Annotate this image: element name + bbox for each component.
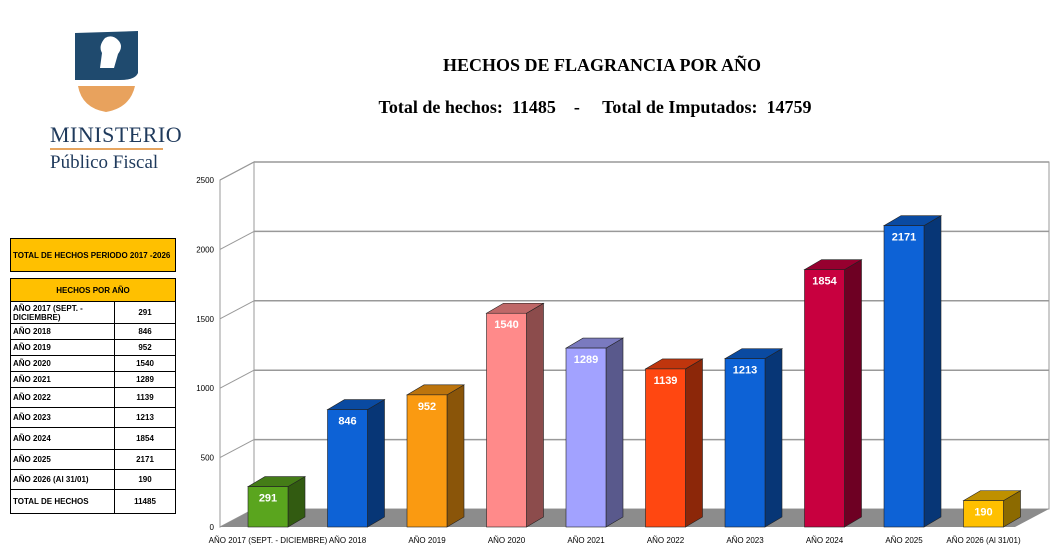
- bar-value-label: 1213: [733, 365, 757, 377]
- logo-line1: MINISTERIO: [50, 122, 183, 147]
- summary-table-subheader: HECHOS POR AÑO: [10, 278, 176, 302]
- y-tick-label: 2000: [196, 245, 214, 254]
- x-tick-label: AÑO 2024: [806, 536, 844, 545]
- table-row: AÑO 2023 1213: [10, 407, 176, 428]
- y-tick-label: 1500: [196, 315, 214, 324]
- bar-side: [923, 215, 942, 528]
- bar-side: [526, 302, 544, 528]
- bar-value-label: 291: [259, 493, 277, 505]
- row-label: AÑO 2025: [10, 449, 115, 470]
- bar: [406, 394, 448, 528]
- table-row: AÑO 2020 1540: [10, 355, 176, 372]
- bar-chart: 0 500 1000 1500 2000 2500 291 AÑO 2017 (SEPT. -…: [196, 161, 1050, 545]
- bar-side: [446, 384, 465, 528]
- bar-value-label: 190: [974, 507, 992, 519]
- summary-table: TOTAL DE HECHOS PERIODO 2017 -2026 HECHO…: [10, 238, 178, 514]
- gridline-side: [219, 439, 255, 459]
- bar: [327, 409, 368, 528]
- table-row: AÑO 2019 952: [10, 339, 176, 356]
- bar-side: [367, 399, 385, 528]
- chart-subtitle: Total de hechos: 11485 - Total de Imputa…: [378, 97, 812, 117]
- row-value: 952: [114, 339, 176, 356]
- x-tick-label: AÑO 2020: [488, 536, 526, 545]
- x-tick-label: AÑO 2018: [329, 536, 367, 545]
- logo-line2: Público Fiscal: [50, 152, 159, 173]
- gridline-side: [219, 300, 255, 320]
- row-label: AÑO 2018: [10, 323, 115, 340]
- bar: [963, 500, 1004, 528]
- row-label: AÑO 2017 (SEPT. - DICIEMBRE): [10, 301, 115, 324]
- bar: [804, 269, 845, 528]
- bar-value-label: 1289: [574, 354, 598, 366]
- total-label: TOTAL DE HECHOS: [10, 489, 115, 514]
- bar: [645, 368, 686, 528]
- ministerio-logo: [75, 31, 138, 112]
- row-value: 1540: [114, 355, 176, 372]
- bar-side: [685, 358, 703, 528]
- summary-table-title: TOTAL DE HECHOS PERIODO 2017 -2026: [10, 238, 176, 272]
- logo-figure-shape: [100, 36, 121, 68]
- total-value: 11485: [114, 489, 176, 514]
- gridline-side: [219, 230, 255, 250]
- bar-side: [605, 337, 624, 528]
- row-value: 1854: [114, 427, 176, 450]
- row-value: 1289: [114, 371, 176, 388]
- table-row: AÑO 2026 (Al 31/01) 190: [10, 469, 176, 490]
- table-row: AÑO 2024 1854: [10, 427, 176, 450]
- bar-side: [764, 348, 783, 528]
- bar-value-label: 952: [418, 401, 436, 413]
- row-value: 1139: [114, 387, 176, 408]
- x-tick-label: AÑO 2022: [647, 536, 685, 545]
- row-label: AÑO 2023: [10, 407, 115, 428]
- logo-base-shape: [78, 86, 135, 112]
- logo-divider: [50, 148, 163, 150]
- gridline-side: [219, 369, 255, 389]
- row-label: AÑO 2026 (Al 31/01): [10, 469, 115, 490]
- y-tick-label: 2500: [196, 176, 214, 185]
- row-value: 1213: [114, 407, 176, 428]
- y-tick-label: 0: [210, 523, 215, 532]
- bar-value-label: 1854: [812, 276, 837, 288]
- bar: [565, 347, 607, 528]
- bar: [883, 225, 925, 528]
- bar-value-label: 1540: [494, 319, 518, 331]
- table-row: AÑO 2021 1289: [10, 371, 176, 388]
- side-wall: [219, 161, 255, 528]
- row-value: 2171: [114, 449, 176, 470]
- x-tick-label: AÑO 2023: [726, 536, 764, 545]
- row-value: 846: [114, 323, 176, 340]
- row-label: AÑO 2022: [10, 387, 115, 408]
- table-row: AÑO 2018 846: [10, 323, 176, 340]
- bar: [486, 312, 527, 528]
- row-label: AÑO 2020: [10, 355, 115, 372]
- table-row: AÑO 2017 (SEPT. - DICIEMBRE) 291: [10, 301, 176, 324]
- x-tick-label: AÑO 2019: [408, 536, 446, 545]
- bar-value-label: 2171: [892, 232, 916, 244]
- x-tick-label: AÑO 2017 (SEPT. - DICIEMBRE): [209, 536, 328, 545]
- x-tick-label: AÑO 2025: [885, 536, 923, 545]
- y-tick-label: 1000: [196, 384, 214, 393]
- row-value: 291: [114, 301, 176, 324]
- bar: [247, 486, 289, 528]
- bar-value-label: 846: [338, 416, 356, 428]
- x-tick-label: AÑO 2021: [567, 536, 605, 545]
- row-label: AÑO 2021: [10, 371, 115, 388]
- x-tick-label: AÑO 2026 (Al 31/01): [946, 536, 1021, 545]
- row-label: AÑO 2019: [10, 339, 115, 356]
- table-row: AÑO 2022 1139: [10, 387, 176, 408]
- table-row: AÑO 2025 2171: [10, 449, 176, 470]
- y-tick-label: 500: [201, 454, 215, 463]
- bar: [724, 358, 766, 528]
- bar-value-label: 1139: [654, 375, 678, 387]
- row-label: AÑO 2024: [10, 427, 115, 450]
- chart-title: HECHOS DE FLAGRANCIA POR AÑO: [442, 55, 762, 75]
- gridline-side: [219, 161, 255, 181]
- row-value: 190: [114, 469, 176, 490]
- bar-side: [844, 259, 862, 528]
